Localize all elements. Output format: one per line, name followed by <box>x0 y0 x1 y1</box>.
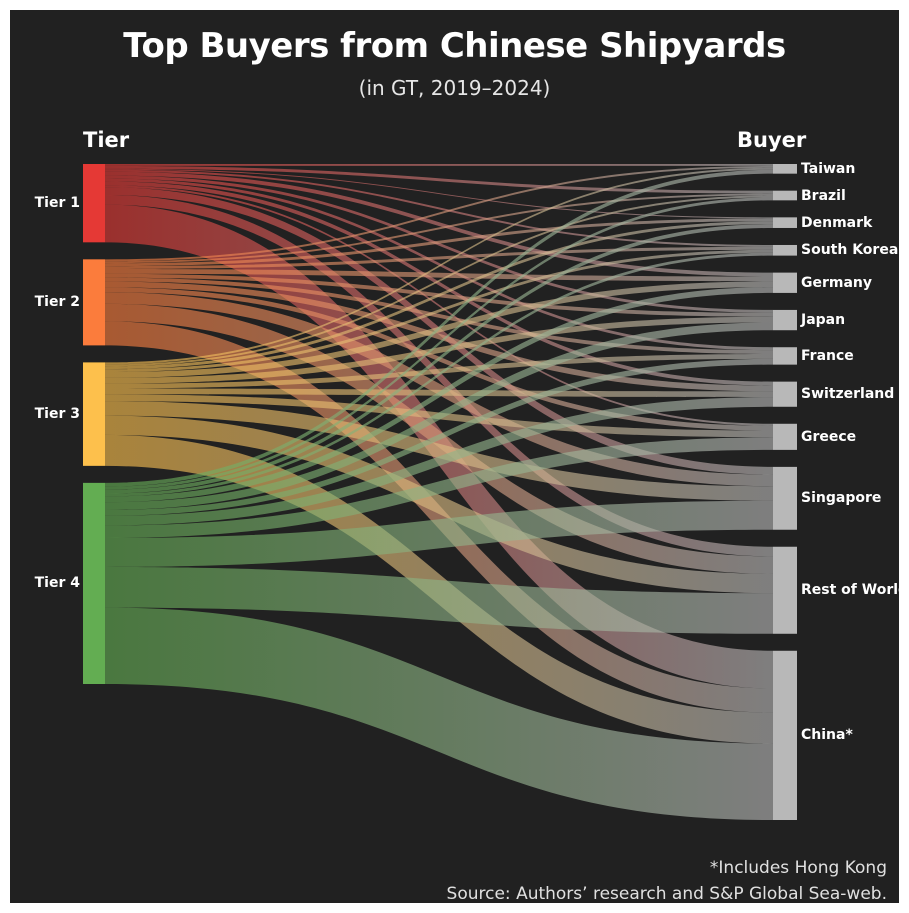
tier-label: Tier 2 <box>34 294 80 311</box>
link-tier-4-to-china <box>105 607 773 820</box>
link-tier-4-to-brazil <box>105 197 773 490</box>
buyer-label: Denmark <box>801 214 873 231</box>
buyer-label: Japan <box>801 312 846 329</box>
buyer-column-header: Buyer <box>737 128 807 152</box>
link-tier-3-to-france <box>105 353 773 389</box>
link-tier-1-to-switzerland <box>105 181 773 386</box>
chart-subtitle: (in GT, 2019–2024) <box>358 76 551 100</box>
link-tier-4-to-germany <box>105 287 773 503</box>
buyer-label: Germany <box>801 274 873 291</box>
buyer-label: France <box>801 347 854 364</box>
node-rest-of-world <box>773 546 797 634</box>
link-tier-1-to-brazil <box>105 165 773 194</box>
link-tier-4-to-taiwan <box>105 169 773 487</box>
buyer-label: Rest of World <box>801 582 899 599</box>
link-tier-3-to-singapore <box>105 401 773 501</box>
tier-label: Tier 4 <box>34 575 80 592</box>
sankey-nodes <box>83 164 797 820</box>
link-tier-3-to-brazil <box>105 195 773 367</box>
buyer-label: Greece <box>801 428 857 445</box>
tier-label: Tier 1 <box>34 195 80 212</box>
footnote: *Includes Hong Kong <box>709 858 887 878</box>
buyer-label: Switzerland <box>801 386 895 403</box>
buyer-label: Taiwan <box>801 160 856 177</box>
link-tier-1-to-greece <box>105 185 773 426</box>
chart-panel: Top Buyers from Chinese Shipyards (in GT… <box>10 10 899 903</box>
tier-column-header: Tier <box>83 128 130 152</box>
node-france <box>773 347 797 365</box>
link-tier-2-to-south-korea <box>105 246 773 269</box>
link-tier-2-to-france <box>105 277 773 354</box>
node-china <box>773 650 797 820</box>
link-tier-2-to-singapore <box>105 292 773 487</box>
node-switzerland <box>773 381 797 407</box>
link-tier-4-to-south-korea <box>105 252 773 497</box>
buyer-label: China* <box>801 727 853 744</box>
link-tier-4-to-switzerland <box>105 397 773 526</box>
node-south-korea <box>773 244 797 256</box>
node-greece <box>773 423 797 450</box>
sankey-diagram <box>83 164 797 820</box>
node-singapore <box>773 466 797 530</box>
link-tier-4-to-singapore <box>105 500 773 567</box>
link-tier-2-to-denmark <box>105 218 773 267</box>
link-tier-3-to-taiwan <box>105 167 773 365</box>
link-tier-1-to-taiwan <box>105 164 773 166</box>
node-tier-3 <box>83 362 105 466</box>
link-tier-2-to-china <box>105 321 773 713</box>
link-tier-4-to-denmark <box>105 224 773 494</box>
link-tier-2-to-switzerland <box>105 281 773 392</box>
sankey-links <box>105 164 773 820</box>
link-tier-4-to-france <box>105 358 773 516</box>
node-brazil <box>773 190 797 201</box>
link-tier-4-to-rest-of-world <box>105 566 773 634</box>
node-tier-4 <box>83 482 105 684</box>
node-denmark <box>773 217 797 228</box>
buyer-label: Brazil <box>801 187 846 204</box>
link-tier-2-to-brazil <box>105 193 773 264</box>
node-tier-1 <box>83 164 105 243</box>
link-tier-3-to-denmark <box>105 221 773 370</box>
link-tier-1-to-denmark <box>105 168 773 219</box>
link-tier-1-to-germany <box>105 171 773 277</box>
link-tier-2-to-taiwan <box>105 165 773 262</box>
node-japan <box>773 309 797 331</box>
buyer-label: Singapore <box>801 490 882 507</box>
link-tier-3-to-japan <box>105 316 773 384</box>
link-tier-3-to-south-korea <box>105 249 773 373</box>
link-tier-4-to-japan <box>105 322 773 510</box>
node-tier-2 <box>83 259 105 346</box>
source-note: Source: Authors’ research and S&P Global… <box>446 884 887 903</box>
link-tier-1-to-france <box>105 178 773 351</box>
node-germany <box>773 272 797 293</box>
link-tier-1-to-japan <box>105 175 773 313</box>
link-tier-1-to-south-korea <box>105 169 773 247</box>
link-tier-3-to-rest-of-world <box>105 415 773 594</box>
buyer-label: South Korea <box>801 242 899 259</box>
tier-label: Tier 3 <box>34 406 80 423</box>
chart-title: Top Buyers from Chinese Shipyards <box>123 26 786 66</box>
node-taiwan <box>773 164 797 174</box>
link-tier-4-to-greece <box>105 437 773 538</box>
